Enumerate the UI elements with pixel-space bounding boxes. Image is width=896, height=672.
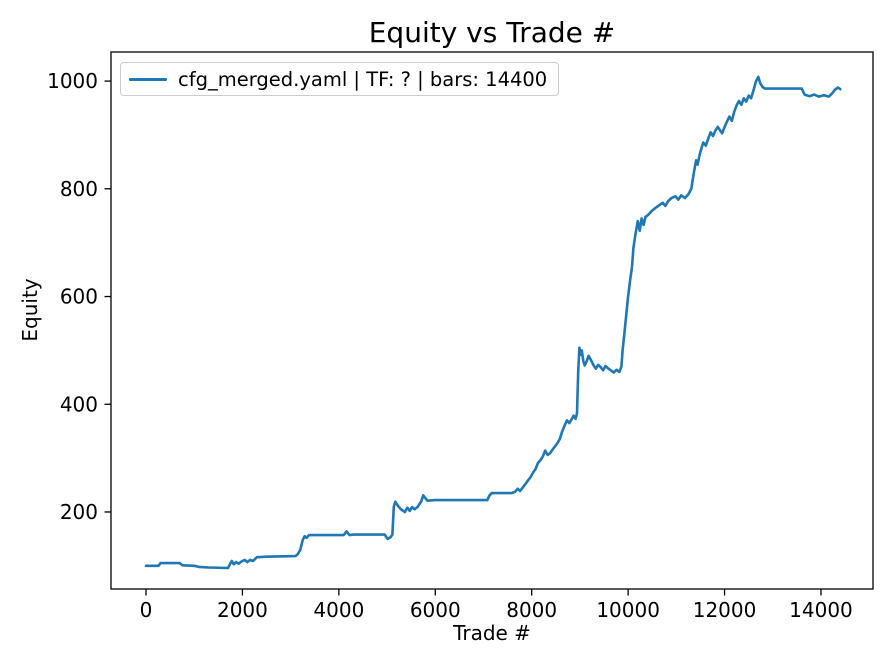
legend: cfg_merged.yaml | TF: ? | bars: 14400	[120, 62, 560, 96]
legend-line-sample	[129, 77, 167, 81]
axes-frame	[110, 51, 874, 590]
y-tick-label: 1000	[47, 69, 98, 93]
x-tick-label: 2000	[217, 598, 268, 622]
x-axis-label: Trade #	[453, 621, 531, 645]
legend-label: cfg_merged.yaml | TF: ? | bars: 14400	[178, 67, 548, 91]
x-tick-label: 10000	[596, 598, 660, 622]
y-axis-label: Equity	[18, 278, 42, 342]
x-tick-label: 8000	[506, 598, 557, 622]
y-tick-label: 600	[60, 285, 98, 309]
x-tick-label: 12000	[693, 598, 757, 622]
x-tick-label: 0	[140, 598, 153, 622]
x-tick-label: 14000	[789, 598, 853, 622]
equity-curve-line	[144, 75, 842, 570]
y-tick-label: 400	[60, 392, 98, 416]
x-tick-label: 4000	[313, 598, 364, 622]
x-tick-label: 6000	[410, 598, 461, 622]
y-tick-label: 200	[60, 500, 98, 524]
y-tick-label: 800	[60, 177, 98, 201]
chart-title: Equity vs Trade #	[368, 16, 616, 49]
